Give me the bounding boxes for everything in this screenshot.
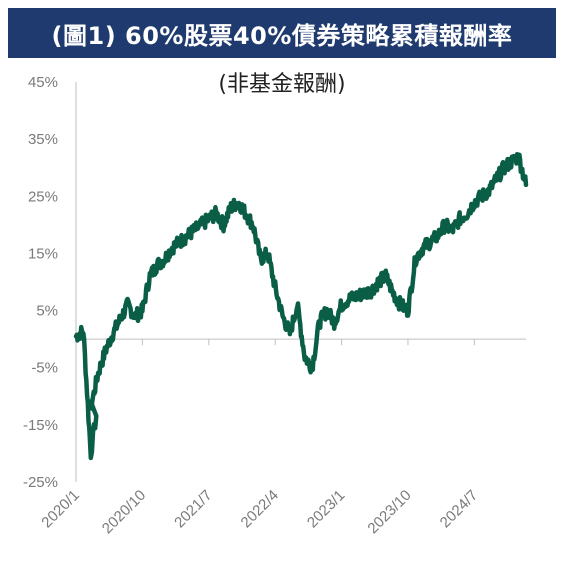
y-tick-label: -5% <box>31 360 58 377</box>
x-tick-label: 2022/4 <box>238 487 282 531</box>
y-tick-label: 45% <box>28 74 58 91</box>
x-tick-label: 2021/7 <box>171 487 215 531</box>
y-tick-label: 35% <box>28 131 58 148</box>
y-tick-label: -25% <box>23 474 58 491</box>
x-tick-label: 2024/7 <box>437 487 481 531</box>
y-tick-label: 15% <box>28 245 58 262</box>
chart-subtitle: (非基金報酬) <box>218 72 346 97</box>
x-tick-label: 2023/1 <box>304 487 348 531</box>
x-axis: 2020/1 2020/10 2021/7 2022/4 2023/1 2023/10 20… <box>38 338 526 537</box>
x-tick-label: 2020/1 <box>38 487 82 531</box>
chart-title: (圖1) 60%股票40%債券策略累積報酬率 <box>8 8 556 58</box>
x-tick-label: 2023/10 <box>364 487 414 537</box>
y-tick-label: 25% <box>28 188 58 205</box>
y-axis: 45% 35% 25% 15% 5% -5% -15% -25% <box>23 74 77 491</box>
y-tick-label: -15% <box>23 417 58 434</box>
series-line <box>73 151 529 461</box>
y-tick-label: 5% <box>36 303 58 320</box>
x-tick-label: 2020/10 <box>99 487 149 537</box>
